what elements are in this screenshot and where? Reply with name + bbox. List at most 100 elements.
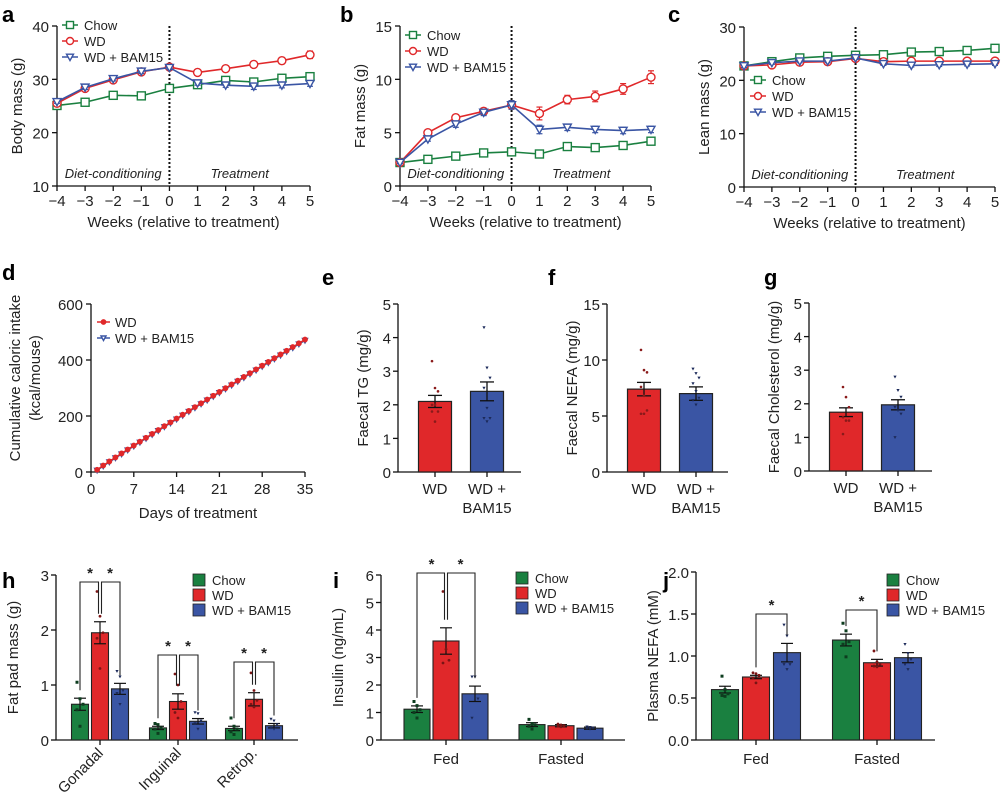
data-point <box>527 724 531 728</box>
x-tick-label: 0 <box>851 194 859 211</box>
data-point <box>153 727 157 731</box>
bar-wd <box>90 632 110 741</box>
series-line <box>743 57 996 67</box>
data-point <box>277 351 284 358</box>
data-point <box>590 142 600 153</box>
data-point <box>961 60 973 70</box>
x-tick-label: 21 <box>211 481 228 498</box>
bar-wd-bam15 <box>893 657 923 741</box>
legend-label: WD + BAM15 <box>212 603 291 618</box>
data-point <box>198 400 204 407</box>
data-point <box>229 730 233 734</box>
panel-e: 0 1 2 3 4 5 Faecal TG (mg/g) WD WD + BAM15 <box>355 297 521 517</box>
legend-swatch <box>886 573 900 587</box>
data-point <box>156 723 160 727</box>
panel-letter-i: i <box>333 568 339 593</box>
data-point <box>562 123 573 133</box>
legend-swatch <box>886 588 900 602</box>
y-tick-label: 1.5 <box>668 607 689 624</box>
data-point <box>130 442 137 449</box>
panel-letter-e: e <box>322 265 334 290</box>
data-point <box>149 430 156 437</box>
x-tick-label: −4 <box>735 194 752 211</box>
x-tick-label: 5 <box>647 193 655 210</box>
data-point <box>617 126 629 136</box>
x-tick-label: −3 <box>763 194 780 211</box>
series-chow <box>739 43 1000 71</box>
y-tick-label: 5 <box>383 297 391 314</box>
data-point <box>447 658 451 662</box>
data-point <box>639 348 643 352</box>
legend-label: Chow <box>427 28 461 43</box>
data-point <box>556 724 560 728</box>
data-point <box>872 664 876 668</box>
data-point <box>841 415 845 419</box>
y-tick-label: 3 <box>794 363 802 380</box>
panel-letter-b: b <box>340 2 353 27</box>
data-point <box>720 674 724 678</box>
legend-label: WD + BAM15 <box>535 601 614 616</box>
data-point <box>476 697 480 701</box>
data-point <box>100 462 107 469</box>
data-point <box>259 362 266 369</box>
data-point <box>196 712 200 716</box>
y-tick-label: 2 <box>794 397 802 414</box>
data-point <box>588 727 592 731</box>
y-tick-label: 15 <box>375 19 392 36</box>
data-point <box>757 673 761 677</box>
data-point <box>485 366 489 370</box>
data-point <box>488 416 492 420</box>
series-line <box>399 76 652 164</box>
data-point <box>121 689 125 693</box>
significance-star: * <box>241 645 247 662</box>
y-tick-label: 10 <box>583 353 600 370</box>
legend-marker <box>408 30 418 40</box>
y-axis-label: Faecal NEFA (mg/g) <box>564 320 581 455</box>
data-point <box>875 665 879 669</box>
y-tick-label: 0 <box>366 733 374 750</box>
legend-label: WD <box>427 44 449 59</box>
x-tick-label: 3 <box>591 193 599 210</box>
data-point <box>272 719 276 723</box>
data-point <box>841 385 845 389</box>
x-tick-label: −4 <box>48 193 65 210</box>
x-tick-label: WD + <box>879 480 917 497</box>
data-point <box>585 725 589 729</box>
data-point <box>738 62 750 72</box>
x-tick-label: BAM15 <box>873 499 922 516</box>
phase-label-diet: Diet-conditioning <box>65 166 163 181</box>
data-point <box>179 411 186 418</box>
data-point <box>249 702 253 706</box>
data-point <box>697 376 701 380</box>
legend-marker <box>753 91 763 101</box>
legend-swatch <box>515 601 529 615</box>
x-tick-label: −2 <box>447 193 464 210</box>
data-point <box>204 396 211 403</box>
data-point <box>903 663 907 666</box>
significance-bracket: * * <box>79 565 121 691</box>
x-tick-label: Fasted <box>538 751 584 768</box>
x-tick-label: −1 <box>475 193 492 210</box>
data-point <box>482 416 486 420</box>
bracket-line <box>178 654 199 711</box>
data-point <box>252 705 256 709</box>
data-point <box>277 73 287 83</box>
x-tick-label: 0 <box>507 193 515 210</box>
data-point <box>990 43 1000 54</box>
data-point <box>95 636 99 640</box>
bracket-line <box>79 581 100 691</box>
data-point <box>118 450 125 457</box>
data-point <box>934 46 944 57</box>
x-tick-label: 2 <box>563 193 571 210</box>
data-point <box>81 702 85 706</box>
data-point <box>433 420 437 423</box>
panel-letter-a: a <box>2 2 15 27</box>
legend-marker <box>100 319 107 325</box>
significance-star: * <box>185 638 191 655</box>
series-line <box>56 66 311 103</box>
data-point <box>95 590 99 593</box>
data-point <box>255 699 259 702</box>
y-tick-label: 2.0 <box>668 565 689 582</box>
series-line <box>743 47 996 67</box>
x-tick-label: 2 <box>907 194 915 211</box>
